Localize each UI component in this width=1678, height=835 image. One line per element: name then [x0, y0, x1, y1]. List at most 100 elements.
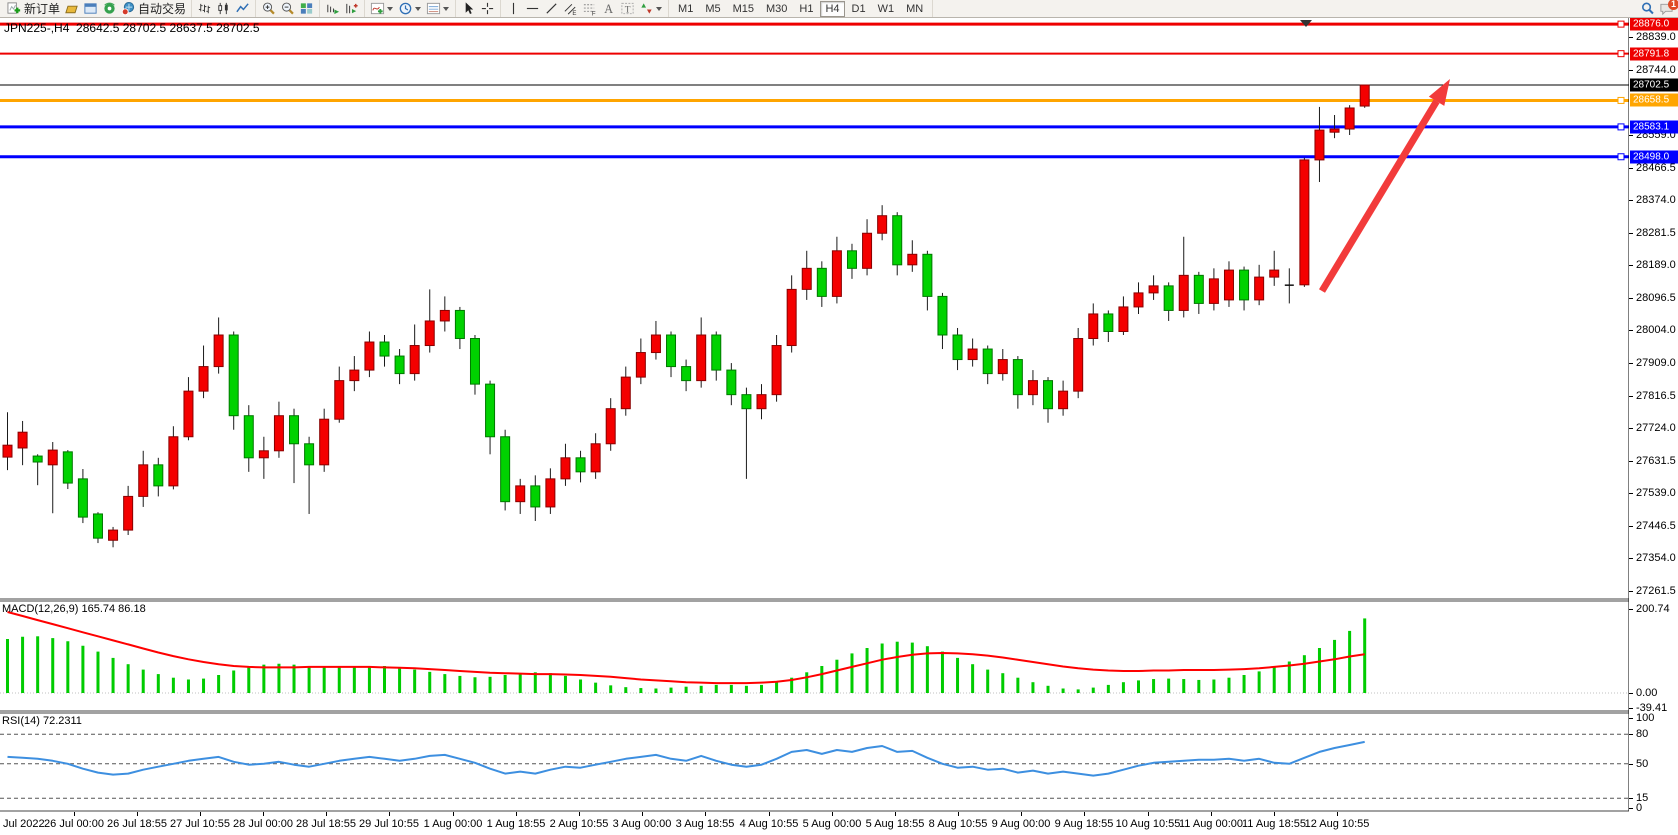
macd-histogram-bar [126, 664, 130, 693]
chart-shift-marker[interactable] [1300, 20, 1312, 27]
time-label: 11 Aug 18:55 [1241, 818, 1307, 830]
bullish-candle [334, 380, 345, 420]
line-chart-button[interactable] [233, 1, 252, 17]
macd-histogram-bar [1242, 675, 1246, 693]
timeframe-button-m1[interactable]: M1 [678, 2, 694, 15]
bearish-candle [982, 348, 993, 375]
tile-windows-button[interactable] [297, 1, 316, 17]
bullish-candle [590, 443, 601, 473]
timeframe-button-m15[interactable]: M15 [732, 2, 754, 15]
zoom-in-icon [261, 1, 276, 16]
timeframe-button-h4[interactable]: H4 [820, 0, 845, 17]
time-label: 2 Aug 10:55 [549, 818, 609, 830]
chevron-down-icon[interactable] [443, 6, 450, 11]
axis-tick [1629, 70, 1633, 72]
timeframe-button-w1[interactable]: W1 [877, 2, 895, 15]
chevron-down-icon[interactable] [656, 6, 663, 11]
arrows-button[interactable] [637, 1, 665, 17]
bearish-candle [1043, 380, 1054, 410]
ohlc-values: 28642.5 28702.5 28637.5 28702.5 [76, 21, 260, 35]
bullish-candle [756, 394, 767, 410]
toolbar-group-trade: 新订单 自动交易 [2, 0, 193, 17]
chart-shift-button[interactable] [342, 1, 361, 17]
chat-button[interactable]: 1 [1657, 0, 1678, 17]
bullish-candle [515, 485, 526, 503]
search-button[interactable] [1638, 1, 1657, 17]
indicators-button[interactable] [368, 1, 396, 17]
price-axis[interactable]: 28839.0 28744.0 28559.0 28466.5 28374.0 28281… [1629, 17, 1678, 814]
timeframe-button-m5[interactable]: M5 [705, 2, 721, 15]
zoom-in-button[interactable] [259, 1, 278, 17]
timeframe-button-d1[interactable]: D1 [851, 2, 866, 15]
navigator-button[interactable] [100, 1, 119, 17]
trendline-button[interactable] [542, 1, 561, 17]
templates-icon [426, 1, 441, 16]
bullish-candle [1027, 380, 1038, 396]
time-tick [326, 812, 327, 816]
market-watch-icon [83, 1, 98, 16]
candlestick-chart-button[interactable] [214, 1, 233, 17]
chevron-down-icon[interactable] [387, 6, 394, 11]
trend-arrow-annotation[interactable] [1319, 79, 1450, 293]
crosshair-button[interactable] [478, 1, 497, 17]
bullish-candle [439, 309, 450, 322]
bullish-candle [620, 376, 631, 410]
bar-chart-button[interactable] [195, 1, 214, 17]
line-handle-28498.0[interactable] [1617, 153, 1625, 161]
axis-tick [1629, 395, 1633, 397]
macd-histogram-bar [367, 666, 371, 693]
chart-canvas[interactable] [0, 0, 1629, 835]
equidistant-channel-button[interactable]: E [561, 1, 580, 17]
new-order-button[interactable]: 新订单 [5, 1, 62, 17]
axis-tick [1629, 798, 1633, 800]
toolbar-group-pointer [456, 0, 502, 17]
line-handle-28876.0[interactable] [1617, 20, 1625, 28]
text-label-icon: T [620, 1, 635, 16]
macd-histogram-bar [1046, 685, 1050, 693]
time-axis[interactable]: Jul 2022 26 Jul 00:00 26 Jul 18:55 27 Jul 1… [0, 812, 1678, 835]
macd-histogram-bar [563, 675, 567, 693]
auto-trading-button[interactable]: 自动交易 [119, 1, 188, 17]
market-watch-button[interactable] [81, 1, 100, 17]
time-label: 9 Aug 18:55 [1054, 818, 1114, 830]
price-tick-label: 27446.5 [1636, 519, 1676, 532]
symbol-period: JPN225-,H4 [4, 21, 70, 35]
line-handle-28791.8[interactable] [1617, 50, 1625, 58]
macd-indicator-label: MACD(12,26,9) 165.74 86.18 [2, 603, 146, 615]
vertical-line-button[interactable] [504, 1, 523, 17]
macd-histogram-bar [337, 667, 341, 693]
macd-histogram-bar [684, 686, 688, 693]
text-button[interactable]: A [599, 1, 618, 17]
macd-histogram-bar [1212, 679, 1216, 693]
timeframe-button-h1[interactable]: H1 [799, 2, 814, 15]
trendline-icon [544, 1, 559, 16]
toolbar-group-right: 1 [1638, 0, 1678, 17]
text-label-button[interactable]: T [618, 1, 637, 17]
bearish-candle [1012, 359, 1023, 396]
templates-button[interactable] [424, 1, 452, 17]
time-label: 5 Aug 18:55 [865, 818, 925, 830]
zoom-out-button[interactable] [278, 1, 297, 17]
new-order-icon [7, 1, 22, 16]
periods-button[interactable] [396, 1, 424, 17]
macd-histogram-bar [1257, 671, 1261, 693]
bearish-candle [1193, 274, 1204, 304]
auto-scroll-button[interactable] [323, 1, 342, 17]
profiles-button[interactable] [62, 1, 81, 17]
price-level-lines[interactable] [0, 20, 1629, 161]
cursor-button[interactable] [459, 1, 478, 17]
auto-trading-icon [121, 1, 136, 16]
time-label: 1 Aug 18:55 [486, 818, 546, 830]
timeframe-button-mn[interactable]: MN [906, 2, 924, 15]
price-tick-label: 27539.0 [1636, 487, 1676, 500]
bullish-candle [907, 253, 918, 266]
bullish-candle [17, 431, 28, 449]
chevron-down-icon[interactable] [415, 6, 422, 11]
horizontal-line-button[interactable] [523, 1, 542, 17]
macd-histogram-bar [322, 666, 326, 693]
fibonacci-button[interactable]: F [580, 1, 599, 17]
line-handle-28583.1[interactable] [1617, 123, 1625, 131]
line-handle-28658.5[interactable] [1617, 96, 1625, 104]
axis-tick [1629, 167, 1633, 169]
timeframe-button-m30[interactable]: M30 [766, 2, 788, 15]
